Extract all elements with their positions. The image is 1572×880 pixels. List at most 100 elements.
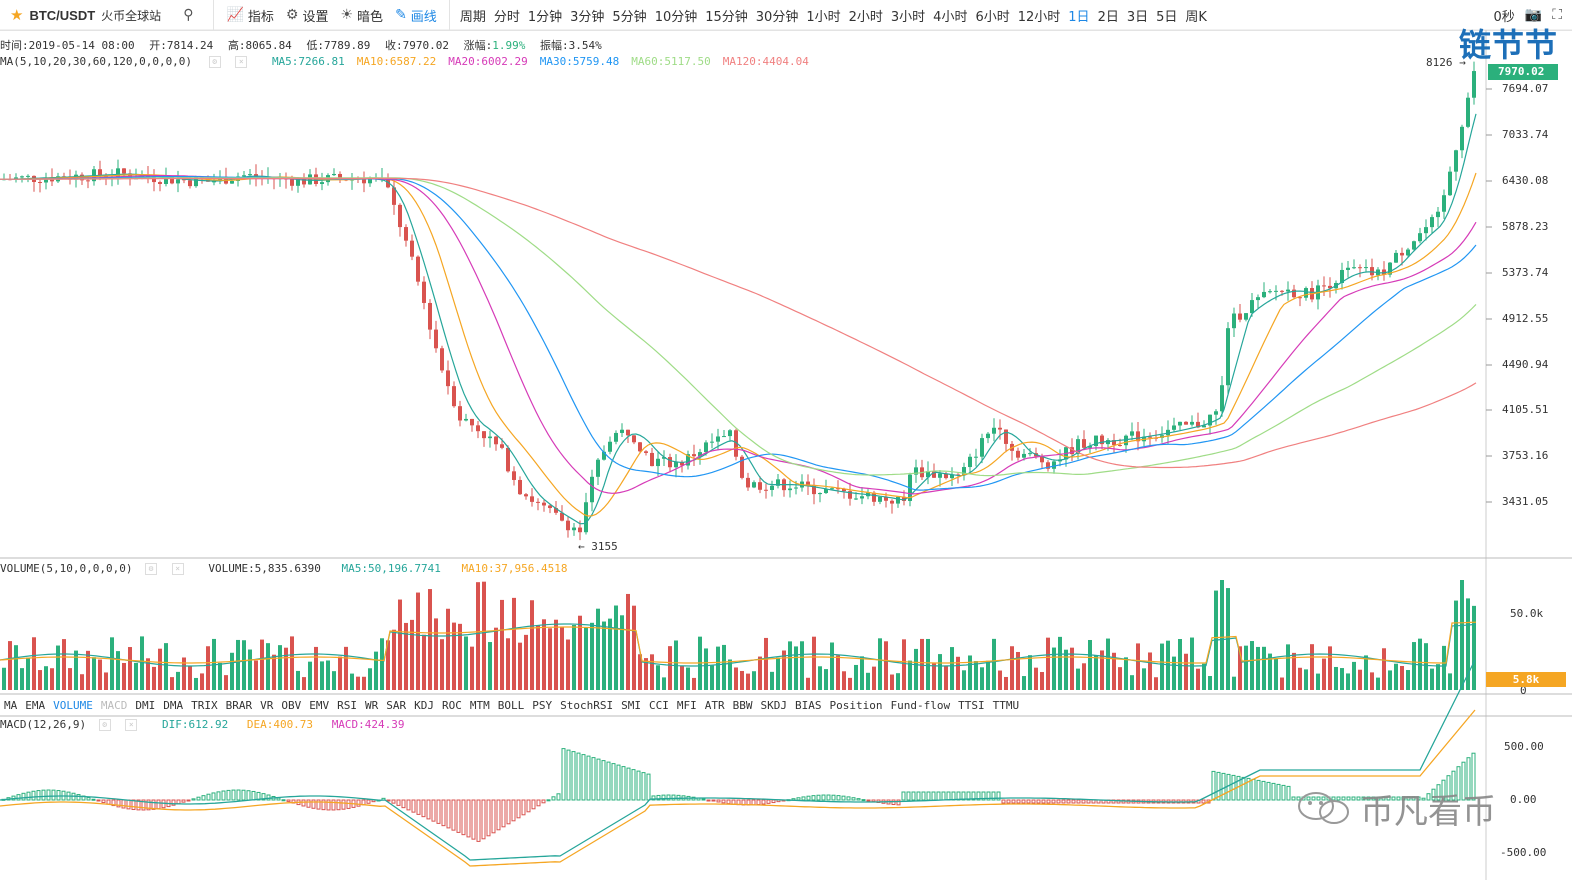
volume-bar (302, 677, 306, 690)
indicator-tab[interactable]: ROC (442, 698, 462, 712)
volume-bar (380, 638, 384, 690)
period-option[interactable]: 周K (1185, 9, 1207, 25)
draw-line-button[interactable]: ✎ 画线 (395, 6, 437, 25)
period-option[interactable]: 3分钟 (570, 9, 605, 25)
period-option[interactable]: 6小时 (975, 9, 1010, 25)
camera-icon[interactable]: 📷 (1524, 7, 1543, 23)
macd-bar (1266, 781, 1271, 801)
indicator-tab[interactable]: BIAS (794, 698, 822, 712)
volume-bar (116, 651, 120, 690)
candle-body (1262, 291, 1266, 298)
indicator-tab[interactable]: MACD (100, 698, 128, 712)
fullscreen-icon[interactable]: ⛶ (1552, 7, 1562, 23)
indicator-tab[interactable]: OBV (281, 698, 302, 712)
macd-bar (306, 799, 311, 808)
candle-body (1280, 290, 1284, 292)
volume-bar (1286, 644, 1290, 690)
volume-bar (914, 648, 918, 690)
macd-settings-icon[interactable]: ⚙ (98, 719, 111, 731)
indicator-tab[interactable]: BBW (732, 698, 753, 712)
candle-body (938, 473, 942, 478)
macd-bar (201, 795, 206, 801)
indicator-tab[interactable]: DMI (135, 698, 156, 712)
macd-bar (261, 793, 266, 801)
volume-bar (440, 639, 444, 690)
volume-settings-icon[interactable]: ⚙ (145, 563, 158, 575)
period-option[interactable]: 30分钟 (755, 9, 799, 25)
candle-body (692, 454, 696, 457)
period-option[interactable]: 1分钟 (527, 9, 563, 25)
period-option[interactable]: 12小时 (1017, 9, 1061, 25)
ohlc-open: 开:7814.24 (149, 39, 214, 52)
indicator-tab[interactable]: TRIX (191, 698, 218, 712)
indicator-tab[interactable]: SMI (621, 698, 641, 712)
period-option[interactable]: 5日 (1156, 9, 1178, 25)
volume-bar (434, 618, 438, 690)
period-option[interactable]: 2小时 (848, 9, 883, 25)
macd-bar (1201, 799, 1206, 804)
indicator-tab[interactable]: DMA (163, 698, 184, 712)
macd-close-icon[interactable]: × (125, 719, 138, 731)
indicator-tab[interactable]: WR (365, 698, 379, 712)
period-option[interactable]: 10分钟 (654, 9, 698, 25)
indicators-button[interactable]: 📈 指标 (226, 6, 273, 25)
period-option[interactable]: 15分钟 (705, 9, 748, 25)
period-option[interactable]: 5分钟 (612, 9, 647, 25)
indicator-tab[interactable]: EMA (25, 698, 46, 712)
macd-bar (186, 799, 191, 802)
indicator-tab[interactable]: BOLL (497, 698, 525, 712)
indicator-tab[interactable]: VOLUME (53, 698, 93, 712)
candle-body (824, 489, 828, 494)
indicator-tab[interactable]: EMV (309, 698, 330, 712)
settings-button[interactable]: ⚙ 设置 (286, 6, 329, 25)
indicator-tab[interactable]: StochRSI (560, 698, 614, 712)
indicator-tab[interactable]: TTMU (992, 698, 1020, 712)
macd-bar (646, 773, 651, 801)
volume-bar (1352, 661, 1356, 690)
period-option[interactable]: 分时 (493, 9, 520, 25)
volume-bar (1394, 663, 1398, 690)
symbol-name[interactable]: BTC/USDT (29, 7, 96, 23)
indicator-tab[interactable]: MA (4, 698, 18, 712)
ma-settings-icon[interactable]: ⚙ (208, 56, 221, 68)
indicator-tab[interactable]: Position (829, 698, 883, 712)
candle-body (614, 432, 618, 442)
period-option[interactable]: 4小时 (933, 9, 968, 25)
macd-bar (496, 799, 501, 831)
volume-bar (1052, 647, 1056, 690)
period-option[interactable]: 1日 (1068, 9, 1090, 25)
indicator-tab[interactable]: SAR (386, 698, 407, 712)
indicator-tab[interactable]: BRAR (225, 698, 253, 712)
favorite-star-icon[interactable]: ★ (10, 6, 24, 24)
price-axis-label: 5373.74 (1502, 266, 1549, 279)
period-option[interactable]: 3日 (1126, 9, 1149, 25)
indicator-tab[interactable]: Fund-flow (890, 698, 951, 712)
volume-close-icon[interactable]: × (171, 563, 184, 575)
settings-label: 设置 (302, 9, 329, 25)
volume-bar (800, 641, 804, 690)
indicator-tab[interactable]: ATR (704, 698, 725, 712)
candle-body (182, 179, 186, 181)
indicator-tab[interactable]: KDJ (414, 698, 434, 712)
indicator-tab[interactable]: SKDJ (760, 698, 787, 712)
indicator-tab[interactable]: RSI (337, 698, 357, 712)
candle-body (1136, 431, 1140, 442)
period-option[interactable]: 1小时 (806, 9, 841, 25)
indicator-tab[interactable]: TTSI (958, 698, 985, 712)
ma-legend-item: MA5:7266.81 (271, 55, 345, 68)
indicator-tab[interactable]: PSY (532, 698, 553, 712)
indicator-tab[interactable]: MFI (676, 698, 697, 712)
search-icon[interactable]: ⚲ (183, 7, 194, 23)
indicator-tab[interactable]: CCI (648, 698, 669, 712)
ma-close-icon[interactable]: × (235, 56, 248, 68)
indicator-tab[interactable]: MTM (469, 698, 490, 712)
theme-toggle-button[interactable]: ☀ 暗色 (340, 6, 383, 25)
period-option[interactable]: 2日 (1097, 9, 1119, 25)
period-option[interactable]: 3小时 (890, 9, 926, 25)
macd-bar (326, 799, 331, 811)
indicator-tab[interactable]: VR (260, 698, 274, 712)
macd-bar (1316, 796, 1321, 801)
macd-bar (301, 799, 306, 807)
macd-bar (581, 754, 586, 801)
